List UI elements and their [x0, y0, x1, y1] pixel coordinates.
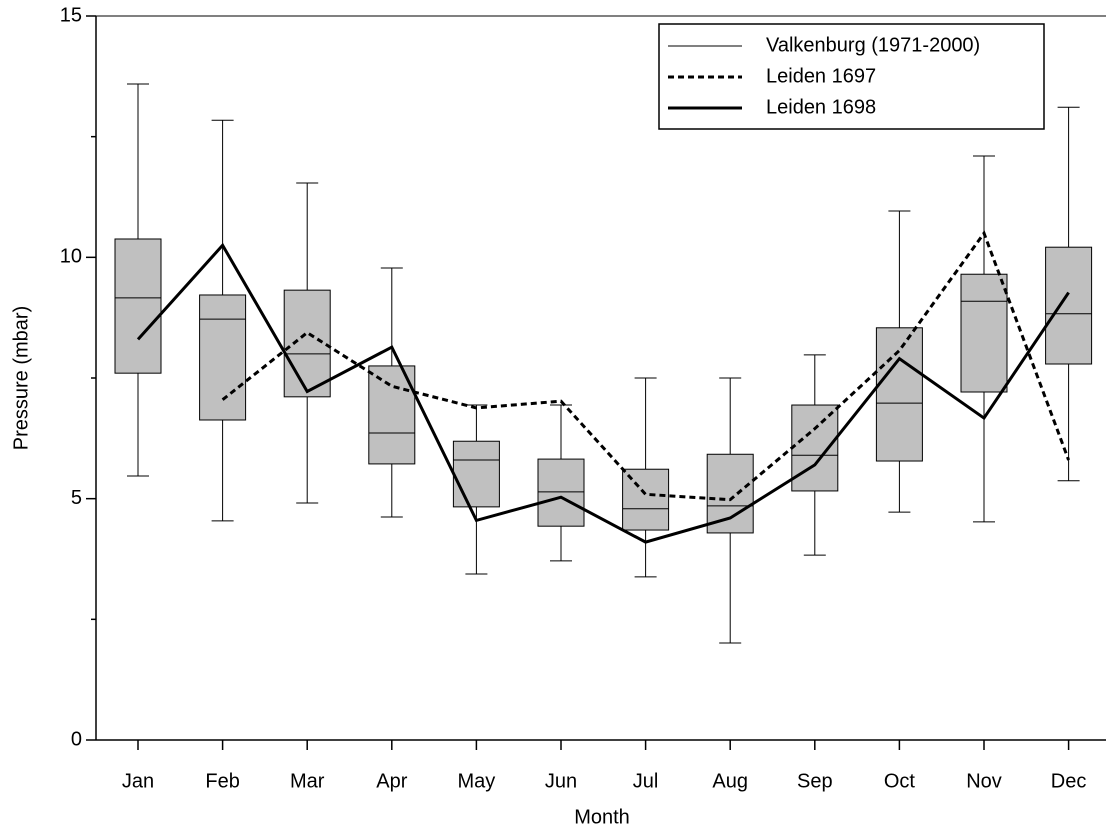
x-tick-label: Mar — [290, 770, 325, 792]
x-tick-label: Dec — [1051, 770, 1087, 792]
x-tick-label: Aug — [712, 770, 748, 792]
x-tick-label: Oct — [884, 770, 916, 792]
box — [706, 453, 754, 534]
x-tick-label: Jan — [122, 770, 154, 792]
legend-label: Leiden 1697 — [766, 65, 876, 87]
y-tick-label: 15 — [60, 4, 82, 26]
y-tick-label: 10 — [60, 246, 82, 268]
x-axis-label: Month — [574, 806, 630, 828]
box — [283, 289, 331, 398]
y-axis-label: Pressure (mbar) — [10, 306, 32, 450]
x-tick-label: May — [458, 770, 496, 792]
x-tick-label: Feb — [205, 770, 239, 792]
box — [199, 294, 247, 421]
legend-label: Leiden 1698 — [766, 96, 876, 118]
box — [452, 440, 500, 508]
box — [1045, 246, 1093, 365]
box — [960, 273, 1008, 393]
x-tick-label: Sep — [797, 770, 833, 792]
x-tick-label: Jun — [545, 770, 577, 792]
x-tick-label: Jul — [633, 770, 659, 792]
y-tick-label: 0 — [71, 728, 82, 750]
y-tick-label: 5 — [71, 487, 82, 509]
line-series — [221, 230, 1071, 502]
x-tick-label: Nov — [966, 770, 1002, 792]
line-series — [136, 242, 1070, 544]
box — [537, 458, 585, 527]
box — [114, 238, 162, 374]
box — [368, 365, 416, 465]
box — [875, 327, 923, 462]
box — [791, 404, 839, 492]
legend-label: Valkenburg (1971-2000) — [766, 34, 980, 56]
x-tick-label: Apr — [376, 770, 407, 792]
